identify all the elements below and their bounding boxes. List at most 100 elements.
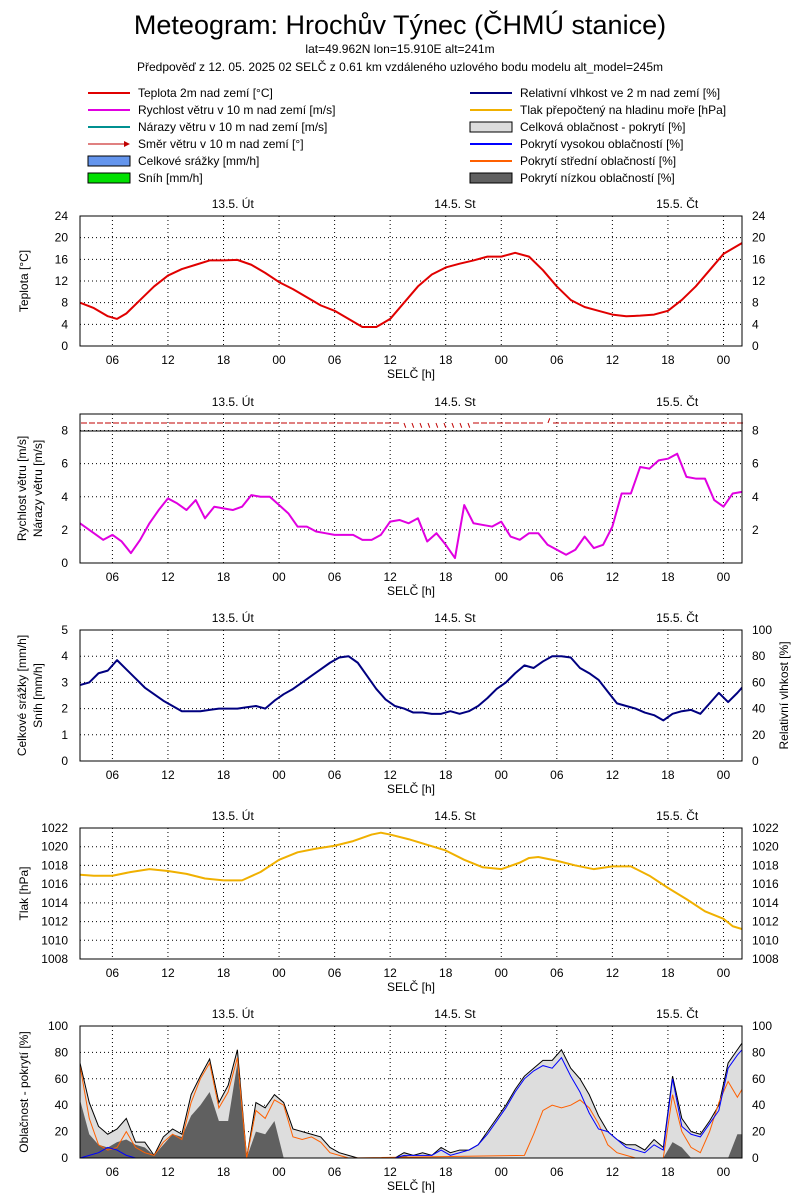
y-right-tick-label-2-2: 40 xyxy=(752,702,766,716)
y-tick-label-1-0: 0 xyxy=(61,556,68,570)
legend-left-0-label: Teplota 2m nad zemí [°C] xyxy=(138,86,273,100)
x-tick-label-1-8: 06 xyxy=(550,570,564,584)
y-tick-label-2-1: 1 xyxy=(61,728,68,742)
x-tick-label-1-1: 12 xyxy=(161,570,175,584)
legend-left-2-label: Nárazy větru v 10 m nad zemí [m/s] xyxy=(138,120,327,134)
x-tick-label-4-11: 00 xyxy=(717,1165,731,1179)
x-tick-label-1-9: 12 xyxy=(606,570,620,584)
y-right-tick-label-1-2: 4 xyxy=(752,490,759,504)
x-tick-label-0-3: 00 xyxy=(272,353,286,367)
x-tick-label-4-7: 00 xyxy=(495,1165,509,1179)
x-tick-label-0-2: 18 xyxy=(217,353,231,367)
y-right-tick-label-4-0: 0 xyxy=(752,1151,759,1165)
x-tick-label-1-10: 18 xyxy=(661,570,675,584)
series-precipitation-0 xyxy=(80,655,742,722)
y-right-tick-label-2-0: 0 xyxy=(752,754,759,768)
legend-right-4-label: Pokrytí střední oblačností [%] xyxy=(520,154,676,168)
x-axis-label-0: SELČ [h] xyxy=(387,366,435,381)
y-tick-label-0-4: 16 xyxy=(55,252,69,266)
y-right-tick-label-3-5: 1018 xyxy=(752,858,779,872)
x-tick-label-4-4: 06 xyxy=(328,1165,342,1179)
panel-frame-0 xyxy=(79,215,743,347)
x-tick-label-3-2: 18 xyxy=(217,966,231,980)
x-tick-label-0-11: 00 xyxy=(717,353,731,367)
y-tick-label-4-5: 100 xyxy=(48,1019,68,1033)
y-right-tick-label-0-3: 12 xyxy=(752,274,766,288)
y-right-tick-label-2-4: 80 xyxy=(752,649,766,663)
x-tick-label-4-5: 12 xyxy=(383,1165,397,1179)
legend-left-3-arrowhead xyxy=(124,141,130,147)
y-axis-label-3: Tlak [hPa] xyxy=(17,866,31,920)
x-tick-label-1-4: 06 xyxy=(328,570,342,584)
y-tick-label-0-3: 12 xyxy=(55,274,69,288)
legend-left-3-label: Směr větru v 10 m nad zemí [°] xyxy=(138,137,304,151)
x-tick-label-0-9: 12 xyxy=(606,353,620,367)
y-tick-label-1-4: 8 xyxy=(61,424,68,438)
x-tick-label-3-9: 12 xyxy=(606,966,620,980)
series-wind-0 xyxy=(80,452,742,560)
y-tick-label-3-7: 1022 xyxy=(41,821,68,835)
x-tick-label-1-6: 18 xyxy=(439,570,453,584)
y-tick-label-0-0: 0 xyxy=(61,339,68,353)
wind-arrow-58 xyxy=(547,418,551,424)
panel-temperature xyxy=(79,215,743,347)
day-label-1-1: 14.5. St xyxy=(434,395,476,409)
wind-arrow-45 xyxy=(443,422,447,428)
panel-frame-3 xyxy=(79,827,743,960)
panel-clouds xyxy=(79,1025,743,1159)
x-tick-label-1-2: 18 xyxy=(217,570,231,584)
wind-arrow-48 xyxy=(467,422,471,428)
y-tick-label-3-6: 1020 xyxy=(41,840,68,854)
day-label-3-2: 15.5. Čt xyxy=(656,808,699,823)
x-tick-label-3-10: 18 xyxy=(661,966,675,980)
wind-arrow-42 xyxy=(419,422,423,428)
y-right-tick-label-1-4: 8 xyxy=(752,424,759,438)
series-pressure-0 xyxy=(80,831,742,931)
x-tick-label-4-3: 00 xyxy=(272,1165,286,1179)
legend-right-5-swatch xyxy=(469,172,513,184)
y-tick-label-0-6: 24 xyxy=(55,209,69,223)
day-label-2-1: 14.5. St xyxy=(434,611,476,625)
y-tick-label-3-4: 1016 xyxy=(41,877,68,891)
series-group-3 xyxy=(80,831,742,931)
legend-right-1-label: Tlak přepočtený na hladinu moře [hPa] xyxy=(520,103,726,117)
y-tick-label-3-1: 1010 xyxy=(41,933,68,947)
day-label-0-1: 14.5. St xyxy=(434,197,476,211)
x-tick-label-2-3: 00 xyxy=(272,768,286,782)
series-group-1 xyxy=(80,452,742,560)
x-tick-label-2-2: 18 xyxy=(217,768,231,782)
x-tick-label-0-1: 12 xyxy=(161,353,175,367)
y-tick-label-4-0: 0 xyxy=(61,1151,68,1165)
y-axis-label2-1: Nárazy větru [m/s] xyxy=(31,440,45,537)
y-right-tick-label-3-4: 1016 xyxy=(752,877,779,891)
y-tick-label-0-1: 4 xyxy=(61,317,68,331)
x-axis-label-3: SELČ [h] xyxy=(387,979,435,994)
series-group-2 xyxy=(80,655,742,722)
y-right-axis-label-2: Relativní vlhkost [%] xyxy=(777,641,791,749)
y-right-tick-label-4-4: 80 xyxy=(752,1045,766,1059)
x-tick-label-4-1: 12 xyxy=(161,1165,175,1179)
y-right-tick-label-0-5: 20 xyxy=(752,231,766,245)
y-right-tick-label-4-5: 100 xyxy=(752,1019,772,1033)
y-right-tick-label-0-0: 0 xyxy=(752,339,759,353)
x-tick-label-2-8: 06 xyxy=(550,768,564,782)
y-right-tick-label-0-2: 8 xyxy=(752,296,759,310)
panel-wind xyxy=(79,413,743,564)
y-tick-label-3-3: 1014 xyxy=(41,896,68,910)
x-tick-label-3-6: 18 xyxy=(439,966,453,980)
x-tick-label-0-6: 18 xyxy=(439,353,453,367)
y-right-tick-label-3-6: 1020 xyxy=(752,840,779,854)
wind-arrow-40 xyxy=(403,422,407,428)
x-tick-label-3-0: 06 xyxy=(106,966,120,980)
series-medium-line xyxy=(80,1057,742,1158)
header-title: Meteogram: Hrochův Týnec (ČHMÚ stanice) xyxy=(133,10,667,40)
y-tick-label-1-3: 6 xyxy=(61,457,68,471)
y-right-tick-label-4-1: 20 xyxy=(752,1125,766,1139)
x-tick-label-3-11: 00 xyxy=(717,966,731,980)
y-axis-label-1: Rychlost větru [m/s] xyxy=(15,436,29,541)
x-tick-label-2-11: 00 xyxy=(717,768,731,782)
y-tick-label-3-5: 1018 xyxy=(41,858,68,872)
y-right-tick-label-2-3: 60 xyxy=(752,675,766,689)
y-right-tick-label-0-1: 4 xyxy=(752,317,759,331)
y-right-tick-label-1-3: 6 xyxy=(752,457,759,471)
